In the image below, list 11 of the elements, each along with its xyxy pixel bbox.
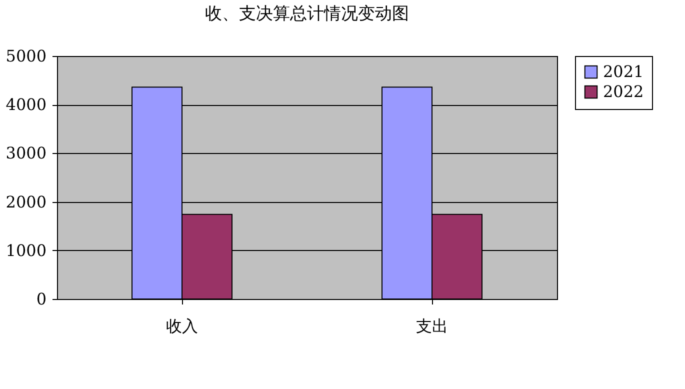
y-tick-label: 4000 <box>6 95 46 114</box>
y-tick-label: 5000 <box>6 46 46 66</box>
x-tick-label: 支出 <box>416 316 448 336</box>
y-tick-label: 0 <box>36 290 46 308</box>
legend-label: 2022 <box>603 82 644 101</box>
x-tick-label: 收入 <box>166 316 198 336</box>
y-tick-label: 1000 <box>6 240 46 260</box>
y-tick-label: 3000 <box>6 144 46 163</box>
y-tick-label: 2000 <box>6 192 46 212</box>
chart-title: 收、支决算总计情况变动图 <box>205 4 409 24</box>
legend-label: 2021 <box>603 62 644 81</box>
